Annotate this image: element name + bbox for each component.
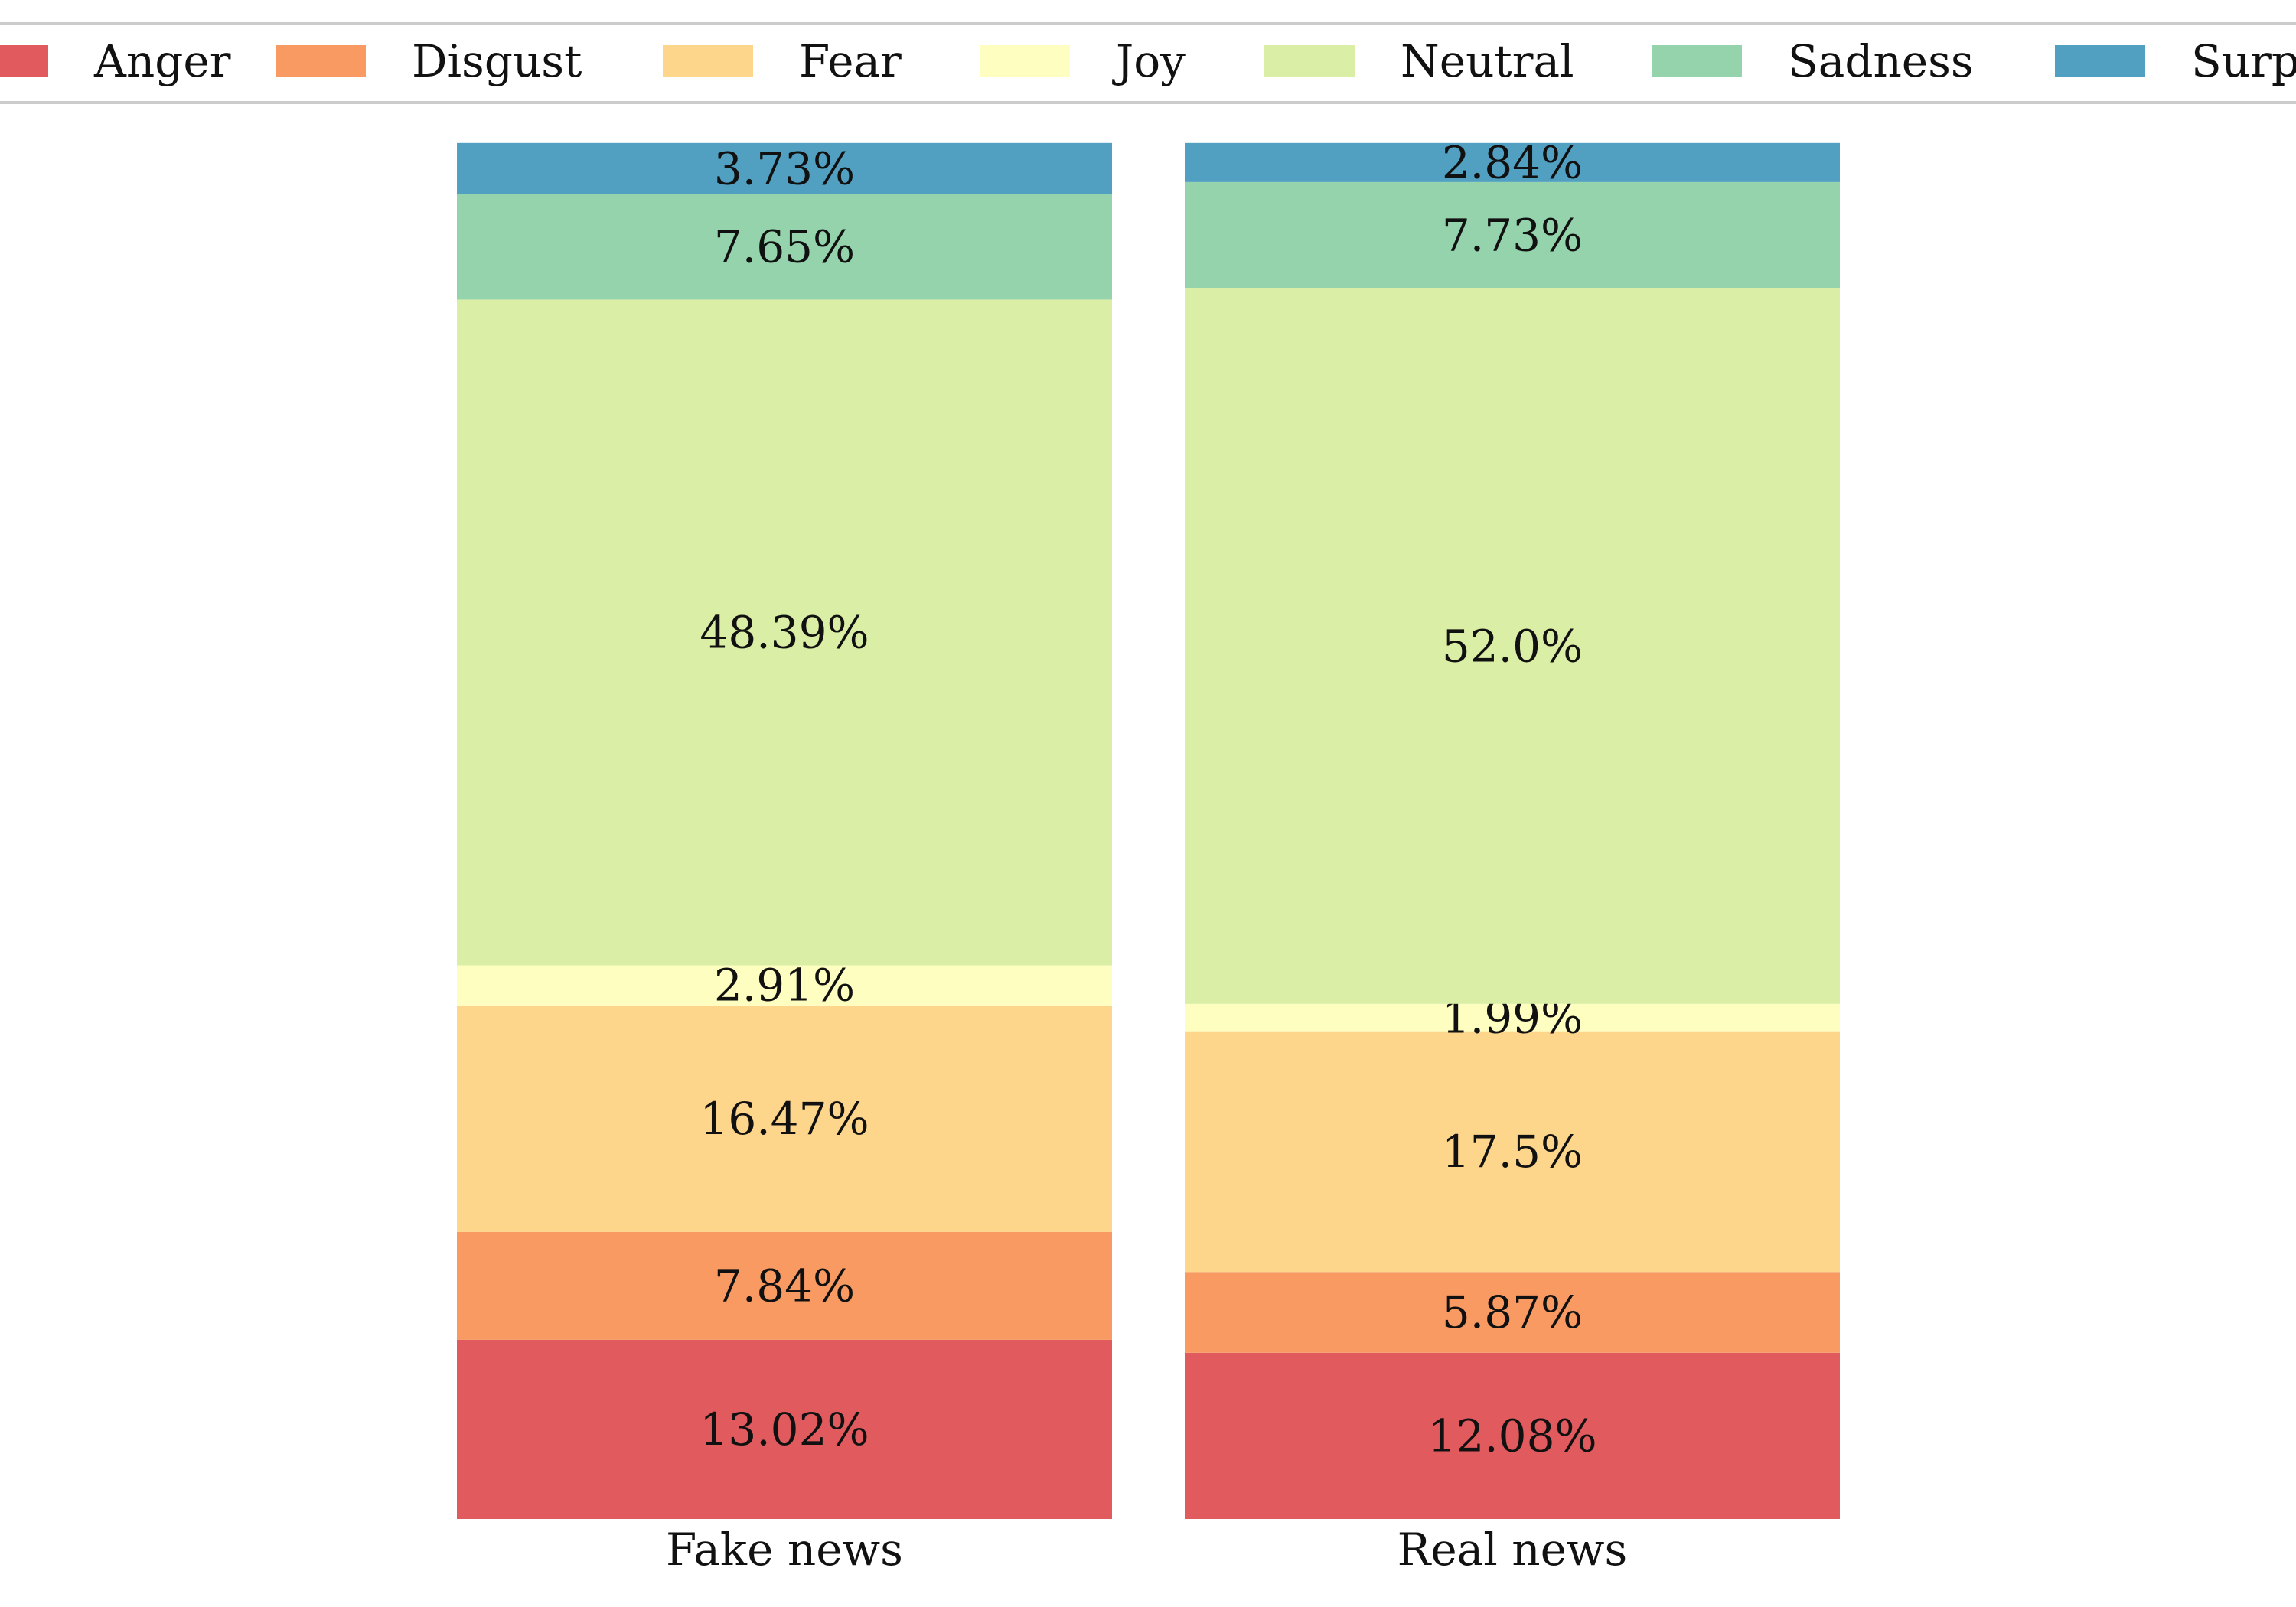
data-label-fake-news-joy: 2.91% bbox=[714, 960, 855, 1012]
bar-real-news-disgust bbox=[1185, 1272, 1840, 1353]
data-label-fake-news-disgust: 7.84% bbox=[714, 1260, 855, 1312]
data-label-fake-news-neutral: 48.39% bbox=[700, 606, 869, 658]
data-label-real-news-surprise: 2.84% bbox=[1442, 136, 1583, 188]
legend: Anger Disgust Fear Joy Neutral Sadness Surpris… bbox=[0, 22, 2296, 104]
legend-swatch-joy bbox=[980, 45, 1070, 77]
bar-fake-news-fear bbox=[457, 1005, 1112, 1232]
legend-swatch-fear bbox=[663, 45, 753, 77]
bar-real-news-joy bbox=[1185, 1003, 1840, 1032]
data-label-fake-news-fear: 16.47% bbox=[700, 1093, 869, 1145]
data-label-fake-news-sadness: 7.65% bbox=[714, 221, 855, 273]
data-label-real-news-fear: 17.5% bbox=[1442, 1126, 1583, 1178]
bar-real-news-surprise bbox=[1185, 142, 1840, 182]
bar-real-news-sadness bbox=[1185, 181, 1840, 288]
data-label-real-news-disgust: 5.87% bbox=[1442, 1286, 1583, 1338]
legend-label-anger: Anger bbox=[93, 35, 231, 87]
legend-swatch-sadness bbox=[1652, 45, 1742, 77]
legend-label-fear: Fear bbox=[799, 35, 902, 87]
bar-fake-news-sadness bbox=[457, 194, 1112, 300]
legend-swatch-anger bbox=[0, 45, 48, 77]
data-label-fake-news-surprise: 3.73% bbox=[714, 142, 855, 194]
legend-label-disgust: Disgust bbox=[412, 35, 582, 87]
legend-label-sadness: Sadness bbox=[1788, 35, 1974, 87]
bar-real-news-fear bbox=[1185, 1031, 1840, 1273]
bar-real-news-anger bbox=[1185, 1352, 1840, 1519]
x-axis-ticks: Fake news Real news bbox=[666, 1524, 1627, 1576]
bar-fake-news-joy bbox=[457, 965, 1112, 1006]
legend-swatch-neutral bbox=[1264, 45, 1355, 77]
bar-fake-news-anger bbox=[457, 1339, 1112, 1519]
x-tick-label-fake-news: Fake news bbox=[666, 1524, 903, 1576]
bar-fake-news-neutral bbox=[457, 299, 1112, 966]
bars: 13.02% 7.84% 16.47% 2.91% 48.39% 7.65% 3.73% 12… bbox=[457, 136, 1840, 1519]
data-label-real-news-neutral: 52.0% bbox=[1442, 620, 1583, 672]
legend-label-surprise: Surprise bbox=[2191, 35, 2296, 87]
bar-real-news-neutral bbox=[1185, 288, 1840, 1004]
legend-label-neutral: Neutral bbox=[1401, 35, 1574, 87]
x-tick-label-real-news: Real news bbox=[1397, 1524, 1628, 1576]
data-label-real-news-anger: 12.08% bbox=[1427, 1410, 1596, 1462]
legend-label-joy: Joy bbox=[1112, 35, 1186, 87]
legend-swatch-disgust bbox=[276, 45, 366, 77]
bar-fake-news-disgust bbox=[457, 1231, 1112, 1340]
data-label-fake-news-anger: 13.02% bbox=[700, 1403, 869, 1455]
legend-swatch-surprise bbox=[2055, 45, 2145, 77]
data-label-real-news-sadness: 7.73% bbox=[1442, 209, 1583, 261]
bar-fake-news-surprise bbox=[457, 142, 1112, 194]
